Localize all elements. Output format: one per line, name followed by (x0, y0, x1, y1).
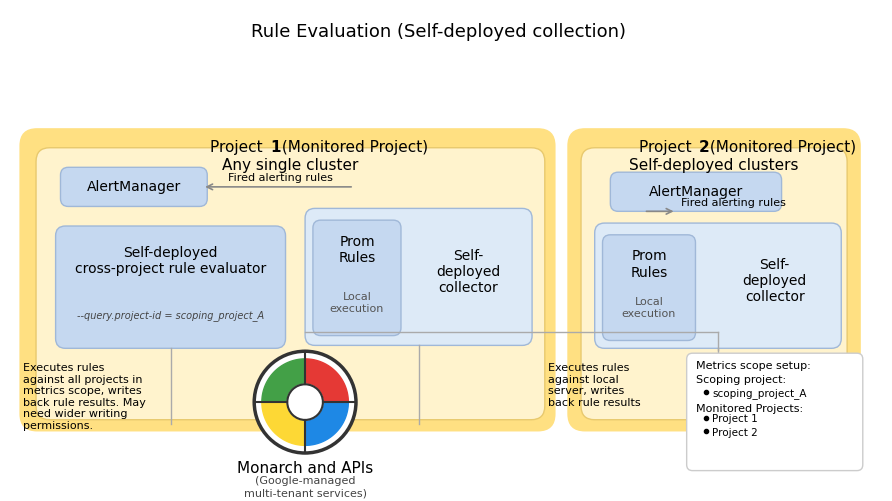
Text: Self-
deployed
collector: Self- deployed collector (436, 249, 500, 295)
Text: (Google-managed
multi-tenant services): (Google-managed multi-tenant services) (244, 476, 367, 498)
FancyBboxPatch shape (567, 128, 861, 431)
Text: 2: 2 (698, 140, 709, 155)
FancyBboxPatch shape (595, 223, 841, 348)
Text: Fired alerting rules: Fired alerting rules (681, 198, 786, 208)
Circle shape (287, 384, 323, 420)
Polygon shape (262, 359, 305, 402)
Text: (Monitored Project): (Monitored Project) (706, 140, 856, 155)
Text: Self-deployed
cross-project rule evaluator: Self-deployed cross-project rule evaluat… (75, 245, 266, 276)
FancyBboxPatch shape (36, 148, 545, 420)
Text: Monarch and APIs: Monarch and APIs (237, 461, 373, 476)
FancyBboxPatch shape (20, 128, 556, 431)
Text: 1: 1 (270, 140, 280, 155)
Text: Self-deployed clusters: Self-deployed clusters (630, 157, 799, 172)
Text: Self-
deployed
collector: Self- deployed collector (743, 258, 807, 304)
FancyBboxPatch shape (602, 235, 696, 341)
Text: Scoping project:: Scoping project: (697, 375, 787, 385)
FancyBboxPatch shape (61, 167, 207, 206)
Polygon shape (305, 402, 349, 445)
Text: Executes rules
against all projects in
metrics scope, writes
back rule results. : Executes rules against all projects in m… (23, 363, 146, 431)
FancyBboxPatch shape (610, 172, 781, 211)
Text: Fired alerting rules: Fired alerting rules (228, 173, 333, 183)
Text: Executes rules
against local
server, writes
back rule results: Executes rules against local server, wri… (548, 363, 640, 408)
Polygon shape (305, 359, 349, 402)
Text: Monitored Projects:: Monitored Projects: (697, 404, 804, 414)
Text: AlertManager: AlertManager (87, 180, 181, 194)
Text: Prom
Rules: Prom Rules (338, 235, 376, 265)
Text: --query.project-id = scoping_project_A: --query.project-id = scoping_project_A (77, 310, 264, 321)
Text: Local
execution: Local execution (330, 293, 384, 314)
Text: Project: Project (639, 140, 697, 155)
FancyBboxPatch shape (55, 226, 285, 348)
Text: scoping_project_A: scoping_project_A (712, 388, 806, 399)
Text: Project 1: Project 1 (712, 414, 758, 424)
Text: AlertManager: AlertManager (648, 185, 743, 199)
FancyBboxPatch shape (305, 208, 533, 345)
Text: Rule Evaluation (Self-deployed collection): Rule Evaluation (Self-deployed collectio… (251, 23, 625, 41)
Circle shape (254, 351, 356, 453)
Text: Any single cluster: Any single cluster (222, 157, 359, 172)
Text: Prom
Rules: Prom Rules (631, 249, 667, 280)
Text: (Monitored Project): (Monitored Project) (277, 140, 428, 155)
Polygon shape (262, 402, 305, 445)
FancyBboxPatch shape (313, 220, 401, 336)
Text: Project: Project (211, 140, 268, 155)
Text: Project 2: Project 2 (712, 427, 758, 437)
FancyBboxPatch shape (687, 353, 863, 470)
FancyBboxPatch shape (581, 148, 847, 420)
Text: Metrics scope setup:: Metrics scope setup: (697, 361, 811, 371)
Text: Local
execution: Local execution (622, 298, 676, 319)
